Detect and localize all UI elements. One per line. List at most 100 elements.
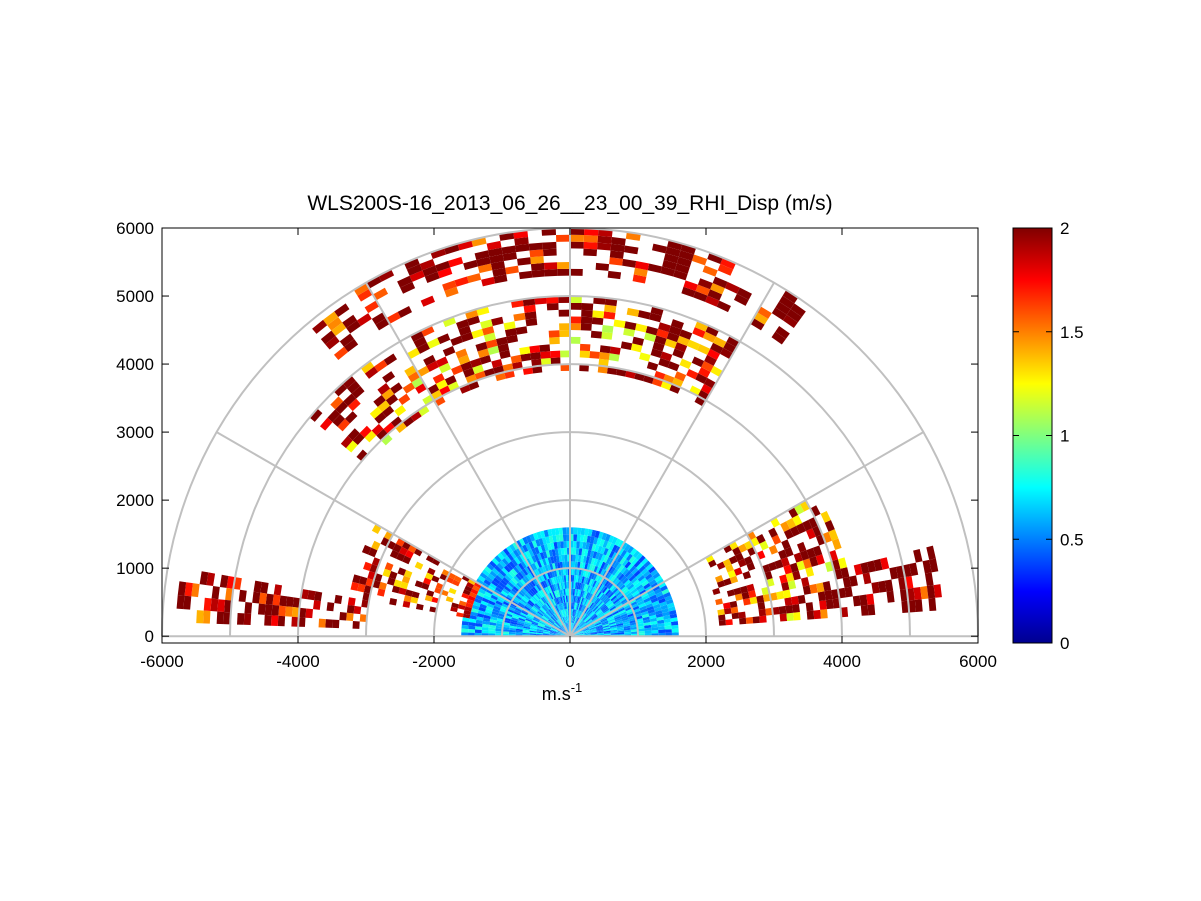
data-cell [602, 624, 610, 628]
data-cell [588, 611, 595, 618]
data-cell [538, 621, 546, 626]
data-cell [599, 345, 611, 354]
data-cell [420, 295, 435, 307]
data-cell [889, 566, 899, 580]
data-cell [563, 616, 566, 624]
data-cell [495, 628, 503, 632]
data-cell [530, 608, 537, 614]
data-cell [461, 621, 469, 626]
data-cell [553, 569, 558, 577]
data-cell [583, 576, 587, 584]
data-cell [562, 534, 567, 542]
data-cell [860, 604, 869, 616]
data-cell [532, 586, 539, 594]
data-cell [541, 616, 548, 621]
data-cell [398, 587, 407, 596]
data-cell [908, 599, 916, 613]
data-cell [674, 342, 688, 353]
data-cell [491, 610, 499, 616]
data-cell [581, 303, 594, 311]
data-cell [327, 409, 341, 423]
data-cell [556, 262, 570, 270]
data-cell [573, 609, 576, 617]
data-cell [594, 621, 602, 626]
data-cell [672, 348, 685, 359]
data-cell [557, 631, 564, 635]
data-cell [576, 633, 584, 636]
data-cell [548, 609, 554, 616]
data-cell [381, 388, 395, 401]
data-cell [641, 613, 650, 619]
data-cell [587, 585, 593, 593]
data-cell [771, 534, 782, 545]
data-cell [658, 322, 671, 333]
azimuth-spoke [216, 431, 571, 638]
data-cell [574, 626, 580, 632]
data-cell [546, 610, 552, 617]
data-cell [356, 449, 368, 462]
data-cell [757, 306, 772, 319]
data-cell [596, 591, 602, 598]
data-cell [475, 341, 488, 352]
data-cell [597, 365, 608, 374]
data-cell [656, 578, 665, 586]
data-cell [516, 623, 524, 627]
data-cell [636, 597, 644, 604]
data-cell [496, 562, 504, 571]
data-cell [526, 574, 532, 582]
data-cell [483, 594, 491, 601]
data-cell [676, 256, 692, 268]
data-cell [525, 535, 532, 543]
data-cell [461, 592, 470, 599]
data-cell [613, 561, 620, 569]
data-cell [540, 597, 547, 605]
data-cell [575, 627, 581, 633]
data-cell [298, 607, 307, 618]
data-cell [609, 575, 617, 583]
data-cell [650, 582, 659, 589]
data-cell [520, 612, 528, 617]
data-cell [572, 547, 577, 555]
data-cell [567, 622, 570, 630]
data-cell [558, 589, 562, 597]
data-cell [546, 564, 552, 572]
data-cell [647, 263, 663, 274]
data-cell [492, 577, 501, 585]
data-cell [820, 609, 828, 619]
data-cell [524, 621, 532, 625]
data-cell [926, 585, 936, 599]
data-cell [605, 549, 612, 557]
data-cell [562, 595, 566, 603]
data-cell [346, 612, 354, 622]
data-cell [671, 628, 679, 633]
data-cell [705, 325, 720, 337]
data-cell [545, 611, 552, 618]
data-cell [933, 584, 942, 598]
data-cell [616, 592, 624, 599]
data-cell [554, 527, 560, 536]
data-cell [381, 433, 393, 446]
data-cell [577, 610, 582, 618]
data-cell [633, 610, 642, 616]
data-cell [646, 605, 655, 611]
data-cell [669, 383, 681, 394]
data-cell [369, 406, 383, 419]
data-cell [537, 567, 543, 576]
data-cell [331, 322, 347, 336]
data-cell [627, 583, 635, 591]
data-cell [533, 594, 540, 601]
data-cell [581, 548, 586, 556]
data-cell [901, 600, 910, 613]
data-cell [547, 601, 552, 608]
data-cell [607, 592, 615, 599]
data-cell [509, 625, 517, 629]
data-cell [628, 617, 636, 622]
data-cell [575, 627, 582, 633]
data-cell [606, 615, 614, 620]
data-cell [487, 247, 503, 257]
data-cell [506, 594, 514, 601]
data-cell [610, 627, 618, 631]
data-cell [623, 625, 631, 629]
data-cell [654, 609, 663, 615]
data-cell [322, 311, 339, 326]
